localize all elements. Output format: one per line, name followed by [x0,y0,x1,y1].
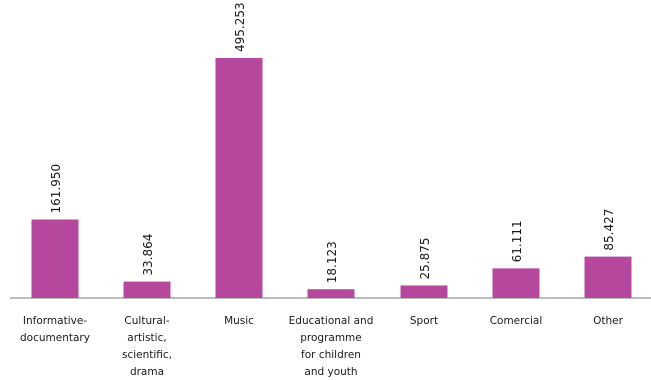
value-label-0: 161.950 [49,164,63,214]
bar-5 [492,268,540,298]
bar-4 [400,285,448,298]
category-label-6: Other [593,315,623,327]
value-label-4: 25.875 [418,237,432,279]
category-label-5: Comercial [490,315,543,327]
value-labels-group: 161.950 33.864 495.253 18.123 25.875 61.111 85… [49,2,616,283]
value-label-3: 18.123 [325,241,339,283]
bar-6 [584,256,632,298]
bar-0 [31,219,79,298]
category-label-2: Music [224,315,254,327]
value-label-6: 85.427 [602,209,616,251]
bar-1 [123,281,171,298]
bars-group [31,58,632,298]
value-label-5: 61.111 [510,220,524,262]
value-label-2: 495.253 [233,2,247,52]
bar-3 [307,289,355,298]
category-labels-group: Informative-documentary Cultural-artistic… [20,315,624,378]
category-label-0: Informative-documentary [20,315,90,344]
category-label-4: Sport [410,315,438,327]
value-label-1: 33.864 [141,234,155,276]
category-label-3: Educational and programme for children and … [289,315,374,378]
bar-2 [215,58,263,298]
category-label-1: Cultural-artistic, scientific, drama [122,315,172,378]
